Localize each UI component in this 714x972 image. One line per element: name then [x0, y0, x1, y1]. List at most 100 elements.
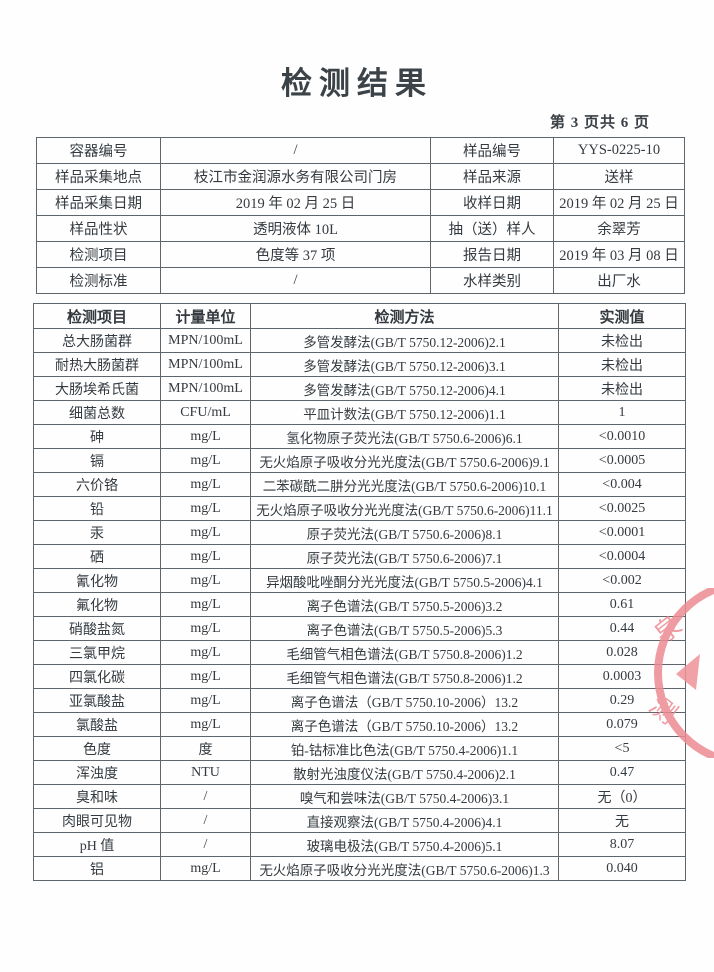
result-value-cell: 0.079 [558, 712, 686, 737]
header-test-method: 检测方法 [250, 303, 559, 329]
result-unit-cell: mg/L [160, 544, 251, 569]
info-value-cell: / [160, 137, 431, 164]
result-value-cell: 未检出 [558, 352, 686, 377]
info-label-cell: 检测标准 [36, 267, 161, 294]
result-unit-cell: CFU/mL [160, 400, 251, 425]
result-value-cell: 0.0003 [558, 664, 686, 689]
result-value-cell: 未检出 [558, 328, 686, 353]
info-label-cell: 样品来源 [430, 163, 554, 190]
result-item-cell: 镉 [33, 448, 161, 473]
result-item-cell: 总大肠菌群 [33, 328, 161, 353]
result-method-cell: 铂-钴标准比色法(GB/T 5750.4-2006)1.1 [250, 736, 559, 761]
result-item-cell: 浑浊度 [33, 760, 161, 785]
result-unit-cell: mg/L [160, 688, 251, 713]
info-value-cell: / [160, 267, 431, 294]
result-unit-cell: / [160, 784, 251, 809]
info-value-cell: 出厂水 [553, 267, 685, 294]
table-row: 氟化物 mg/L 离子色谱法(GB/T 5750.5-2006)3.2 0.61 [33, 592, 686, 617]
info-value-cell: YYS-0225-10 [553, 137, 685, 164]
result-method-cell: 离子色谱法(GB/T 5750.5-2006)3.2 [250, 592, 559, 617]
info-label-cell: 抽（送）样人 [430, 215, 554, 242]
result-method-cell: 无火焰原子吸收分光光度法(GB/T 5750.6-2006)9.1 [250, 448, 559, 473]
info-value-cell: 2019 年 02 月 25 日 [160, 189, 431, 216]
result-item-cell: 三氯甲烷 [33, 640, 161, 665]
result-method-cell: 嗅气和尝味法(GB/T 5750.4-2006)3.1 [250, 784, 559, 809]
table-row: 铅 mg/L 无火焰原子吸收分光光度法(GB/T 5750.6-2006)11.… [33, 496, 686, 521]
result-unit-cell: NTU [160, 760, 251, 785]
result-item-cell: 硝酸盐氮 [33, 616, 161, 641]
result-unit-cell: mg/L [160, 568, 251, 593]
result-value-cell: <0.0025 [558, 496, 686, 521]
result-unit-cell: 度 [160, 736, 251, 761]
table-row: 四氯化碳 mg/L 毛细管气相色谱法(GB/T 5750.8-2006)1.2 … [33, 664, 686, 689]
result-item-cell: 臭和味 [33, 784, 161, 809]
result-method-cell: 散射光浊度仪法(GB/T 5750.4-2006)2.1 [250, 760, 559, 785]
table-row: 氰化物 mg/L 异烟酸吡唑酮分光光度法(GB/T 5750.5-2006)4.… [33, 568, 686, 593]
result-method-cell: 离子色谱法（GB/T 5750.10-2006）13.2 [250, 688, 559, 713]
result-method-cell: 多管发酵法(GB/T 5750.12-2006)4.1 [250, 376, 559, 401]
info-row: 检测项目 色度等 37 项 报告日期 2019 年 03 月 08 日 [36, 241, 685, 268]
result-value-cell: 8.07 [558, 832, 686, 857]
result-unit-cell: / [160, 808, 251, 833]
page-title: 检测结果 [281, 66, 433, 101]
result-item-cell: 亚氯酸盐 [33, 688, 161, 713]
result-item-cell: 氟化物 [33, 592, 161, 617]
info-label-cell: 样品编号 [430, 137, 554, 164]
info-value-cell: 余翠芳 [553, 215, 685, 242]
info-row: 样品性状 透明液体 10L 抽（送）样人 余翠芳 [36, 215, 685, 242]
info-value-cell: 2019 年 02 月 25 日 [553, 189, 685, 216]
info-value-cell: 送样 [553, 163, 685, 190]
results-header-row: 检测项目 计量单位 检测方法 实测值 [33, 303, 686, 329]
result-item-cell: 大肠埃希氏菌 [33, 376, 161, 401]
result-unit-cell: mg/L [160, 640, 251, 665]
result-method-cell: 离子色谱法（GB/T 5750.10-2006）13.2 [250, 712, 559, 737]
result-method-cell: 异烟酸吡唑酮分光光度法(GB/T 5750.5-2006)4.1 [250, 568, 559, 593]
table-row: 六价铬 mg/L 二苯碳酰二肼分光光度法(GB/T 5750.6-2006)10… [33, 472, 686, 497]
result-value-cell: 0.040 [558, 856, 686, 881]
result-unit-cell: MPN/100mL [160, 376, 251, 401]
result-method-cell: 离子色谱法(GB/T 5750.5-2006)5.3 [250, 616, 559, 641]
result-method-cell: 无火焰原子吸收分光光度法(GB/T 5750.6-2006)1.3 [250, 856, 559, 881]
result-item-cell: 氰化物 [33, 568, 161, 593]
result-method-cell: 平皿计数法(GB/T 5750.12-2006)1.1 [250, 400, 559, 425]
result-value-cell: 无 [558, 808, 686, 833]
result-unit-cell: mg/L [160, 520, 251, 545]
result-item-cell: 耐热大肠菌群 [33, 352, 161, 377]
result-unit-cell: / [160, 832, 251, 857]
result-value-cell: <0.0001 [558, 520, 686, 545]
info-label-cell: 报告日期 [430, 241, 554, 268]
table-row: 耐热大肠菌群 MPN/100mL 多管发酵法(GB/T 5750.12-2006… [33, 352, 686, 377]
info-label-cell: 样品采集日期 [36, 189, 161, 216]
result-value-cell: 0.61 [558, 592, 686, 617]
result-method-cell: 氢化物原子荧光法(GB/T 5750.6-2006)6.1 [250, 424, 559, 449]
result-item-cell: 细菌总数 [33, 400, 161, 425]
result-unit-cell: mg/L [160, 712, 251, 737]
page-indicator: 第 3 页共 6 页 [549, 115, 650, 131]
info-value-cell: 色度等 37 项 [160, 241, 431, 268]
result-value-cell: 0.028 [558, 640, 686, 665]
result-method-cell: 毛细管气相色谱法(GB/T 5750.8-2006)1.2 [250, 664, 559, 689]
table-row: 臭和味 / 嗅气和尝味法(GB/T 5750.4-2006)3.1 无（0） [33, 784, 686, 809]
result-unit-cell: MPN/100mL [160, 352, 251, 377]
result-unit-cell: mg/L [160, 664, 251, 689]
info-value-cell: 2019 年 03 月 08 日 [553, 241, 685, 268]
result-item-cell: pH 值 [33, 832, 161, 857]
result-value-cell: 0.29 [558, 688, 686, 713]
result-item-cell: 铅 [33, 496, 161, 521]
result-item-cell: 四氯化碳 [33, 664, 161, 689]
result-value-cell: 1 [558, 400, 686, 425]
info-row: 容器编号 / 样品编号 YYS-0225-10 [36, 137, 685, 164]
table-row: 硒 mg/L 原子荧光法(GB/T 5750.6-2006)7.1 <0.000… [33, 544, 686, 569]
result-unit-cell: mg/L [160, 592, 251, 617]
table-row: 氯酸盐 mg/L 离子色谱法（GB/T 5750.10-2006）13.2 0.… [33, 712, 686, 737]
result-method-cell: 原子荧光法(GB/T 5750.6-2006)8.1 [250, 520, 559, 545]
result-method-cell: 直接观察法(GB/T 5750.4-2006)4.1 [250, 808, 559, 833]
table-row: 大肠埃希氏菌 MPN/100mL 多管发酵法(GB/T 5750.12-2006… [33, 376, 686, 401]
info-label-cell: 样品性状 [36, 215, 161, 242]
result-method-cell: 多管发酵法(GB/T 5750.12-2006)3.1 [250, 352, 559, 377]
info-label-cell: 收样日期 [430, 189, 554, 216]
result-unit-cell: mg/L [160, 424, 251, 449]
result-item-cell: 硒 [33, 544, 161, 569]
table-row: 亚氯酸盐 mg/L 离子色谱法（GB/T 5750.10-2006）13.2 0… [33, 688, 686, 713]
result-item-cell: 砷 [33, 424, 161, 449]
